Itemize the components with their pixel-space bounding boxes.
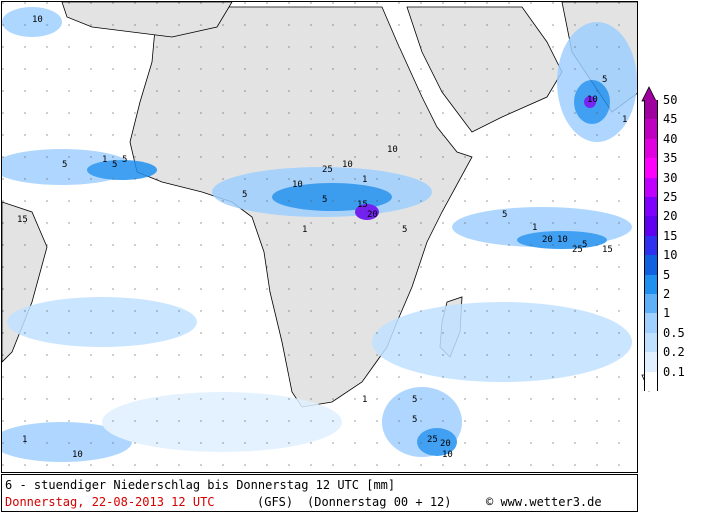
map-label: 10 (587, 95, 598, 105)
map-footer: 6 - stuendiger Niederschlag bis Donnerst… (1, 474, 638, 512)
color-legend: 50 45 40 35 30 25 20 15 10 5 2 1 0.5 0.2 0.1 (640, 85, 704, 395)
legend-swatch (644, 371, 658, 391)
legend-label: 35 (663, 151, 678, 166)
legend-label: 15 (663, 228, 678, 243)
map-canvas: 10 5 1 5 5 10 1 5 10 1 10 5 15 20 5 1 10… (2, 2, 637, 472)
map-label: 25 (427, 435, 438, 445)
legend-swatch (644, 235, 658, 256)
run-text: (Donnerstag 00 + 12) (307, 495, 452, 509)
legend-swatch (644, 197, 658, 217)
legend-label: 5 (663, 267, 671, 282)
map-title: 6 - stuendiger Niederschlag bis Donnerst… (5, 478, 396, 492)
legend-swatch (644, 294, 658, 314)
legend-label: 0.5 (663, 325, 685, 340)
map-label: 15 (602, 245, 613, 255)
map-label: 5 (582, 240, 587, 250)
map-value-labels: 10 5 1 5 5 10 1 5 10 1 10 5 15 20 5 1 10… (17, 15, 627, 460)
map-label: 10 (72, 450, 83, 460)
map-label: 1 (302, 225, 307, 235)
legend-swatch (644, 138, 658, 159)
legend-swatch (644, 100, 658, 120)
legend-swatch (644, 352, 658, 372)
map-label: 15 (357, 200, 368, 210)
map-label: 5 (122, 155, 127, 165)
map-label: 5 (602, 75, 607, 85)
legend-swatch (644, 216, 658, 236)
map-label: 5 (242, 190, 247, 200)
legend-swatch (644, 177, 658, 197)
legend-label: 0.2 (663, 345, 685, 360)
precipitation-map: 10 5 1 5 5 10 1 5 10 1 10 5 15 20 5 1 10… (1, 1, 638, 473)
legend-label: 45 (663, 112, 678, 127)
map-label: 1 (362, 175, 367, 185)
legend-label: 1 (663, 306, 671, 321)
map-label: 10 (387, 145, 398, 155)
map-label: 25 (322, 165, 333, 175)
map-label: 1 (102, 155, 107, 165)
map-label: 1 (622, 115, 627, 125)
legend-label: 2 (663, 287, 671, 301)
map-label: 5 (412, 395, 417, 405)
legend-swatch (644, 274, 658, 294)
map-label: 5 (322, 195, 327, 205)
legend-label: 50 (663, 93, 678, 107)
legend-swatch (644, 158, 658, 178)
legend-swatch (644, 255, 658, 275)
legend-label: 0.1 (663, 364, 685, 379)
legend-label: 10 (663, 248, 678, 263)
map-label: 20 (440, 439, 451, 449)
map-label: 1 (22, 435, 27, 445)
map-label: 10 (292, 180, 303, 190)
map-label: 15 (17, 215, 28, 225)
legend-swatch (644, 119, 658, 139)
map-label: 20 (367, 210, 378, 220)
map-label: 5 (112, 160, 117, 170)
credit-text: © www.wetter3.de (486, 495, 602, 509)
model-text: (GFS) (257, 495, 294, 509)
map-label: 10 (442, 450, 453, 460)
map-label: 5 (62, 160, 67, 170)
map-label: 10 (32, 15, 43, 25)
legend-swatch (644, 332, 658, 353)
map-label: 20 (542, 235, 553, 245)
legend-label: 25 (663, 190, 678, 204)
map-label: 5 (412, 415, 417, 425)
date-text: Donnerstag, 22-08-2013 12 UTC (5, 495, 215, 509)
map-label: 10 (557, 235, 568, 245)
map-label: 10 (342, 160, 353, 170)
map-label: 1 (362, 395, 367, 405)
map-label: 1 (532, 223, 537, 233)
legend-swatch (644, 313, 658, 333)
map-label: 5 (502, 210, 507, 220)
legend-label: 20 (663, 209, 678, 224)
legend-label: 30 (663, 170, 678, 185)
legend-label: 40 (663, 131, 678, 146)
map-label: 5 (402, 225, 407, 235)
map-label: 25 (572, 245, 583, 255)
